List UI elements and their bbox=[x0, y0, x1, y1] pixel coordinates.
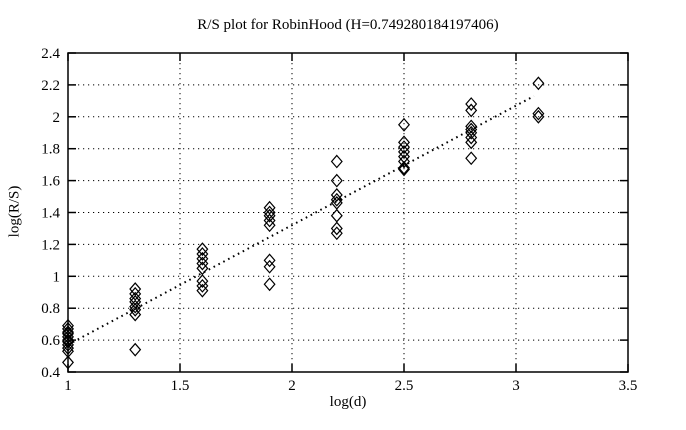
scatter-point bbox=[263, 213, 276, 228]
scatter-point bbox=[330, 173, 343, 188]
x-tick-label: 2 bbox=[288, 378, 296, 394]
scatter-point bbox=[465, 135, 478, 150]
scatter-point bbox=[129, 302, 142, 317]
scatter-point bbox=[532, 106, 545, 121]
y-tick-label: 1.2 bbox=[41, 237, 60, 253]
scatter-point bbox=[129, 342, 142, 357]
scatter-point bbox=[263, 218, 276, 233]
scatter-point bbox=[532, 109, 545, 124]
scatter-point bbox=[196, 283, 209, 298]
scatter-point bbox=[196, 278, 209, 293]
scatter-point bbox=[465, 151, 478, 166]
scatter-point bbox=[263, 259, 276, 274]
y-tick-label: 0.8 bbox=[41, 301, 60, 317]
scatter-point bbox=[398, 154, 410, 169]
scatter-point bbox=[465, 125, 478, 140]
scatter-point bbox=[129, 286, 142, 301]
x-tick-label: 3 bbox=[512, 378, 520, 394]
scatter-point bbox=[330, 192, 343, 207]
x-tick-label: 1 bbox=[64, 378, 72, 394]
scatter-point bbox=[263, 277, 276, 292]
scatter-point bbox=[196, 242, 209, 257]
scatter-point bbox=[263, 200, 276, 215]
scatter-point bbox=[330, 208, 343, 223]
y-tick-label: 0.6 bbox=[41, 333, 60, 349]
scatter-point bbox=[398, 162, 410, 177]
x-tick-label: 2.5 bbox=[395, 378, 414, 394]
y-tick-label: 2.2 bbox=[41, 78, 60, 94]
scatter-point bbox=[330, 188, 343, 202]
scatter-point bbox=[330, 154, 343, 169]
x-tick-label: 3.5 bbox=[619, 378, 638, 394]
scatter-point bbox=[330, 221, 343, 236]
scatter-point bbox=[398, 144, 410, 159]
scatter-point bbox=[398, 135, 410, 150]
scatter-point bbox=[398, 140, 410, 155]
scatter-point bbox=[330, 226, 343, 241]
scatter-point bbox=[196, 274, 209, 289]
scatter-point bbox=[129, 299, 142, 314]
y-tick-label: 1.8 bbox=[41, 142, 60, 158]
scatter-point bbox=[129, 307, 142, 322]
scatter-point bbox=[196, 251, 209, 266]
scatter-point bbox=[465, 130, 478, 145]
y-tick-label: 1 bbox=[53, 269, 61, 285]
y-tick-label: 2 bbox=[53, 110, 61, 126]
chart-title: R/S plot for RobinHood (H=0.749280184197… bbox=[197, 17, 499, 33]
y-tick-label: 0.4 bbox=[41, 365, 60, 381]
y-tick-label: 2.4 bbox=[41, 46, 60, 62]
y-tick-label: 1.4 bbox=[41, 206, 60, 222]
scatter-point bbox=[263, 208, 276, 223]
scatter-point bbox=[532, 76, 545, 91]
scatter-point bbox=[465, 97, 478, 111]
x-axis-label: log(d) bbox=[329, 394, 367, 410]
y-tick-label: 1.6 bbox=[41, 174, 60, 190]
x-tick-label: 1.5 bbox=[171, 378, 190, 394]
fit-line bbox=[67, 95, 535, 346]
scatter-point bbox=[263, 253, 276, 268]
scatter-point bbox=[196, 247, 209, 261]
scatter-point bbox=[398, 117, 410, 132]
scatter-point bbox=[398, 160, 410, 175]
scatter-point bbox=[196, 256, 209, 271]
scatter-point bbox=[465, 103, 478, 118]
